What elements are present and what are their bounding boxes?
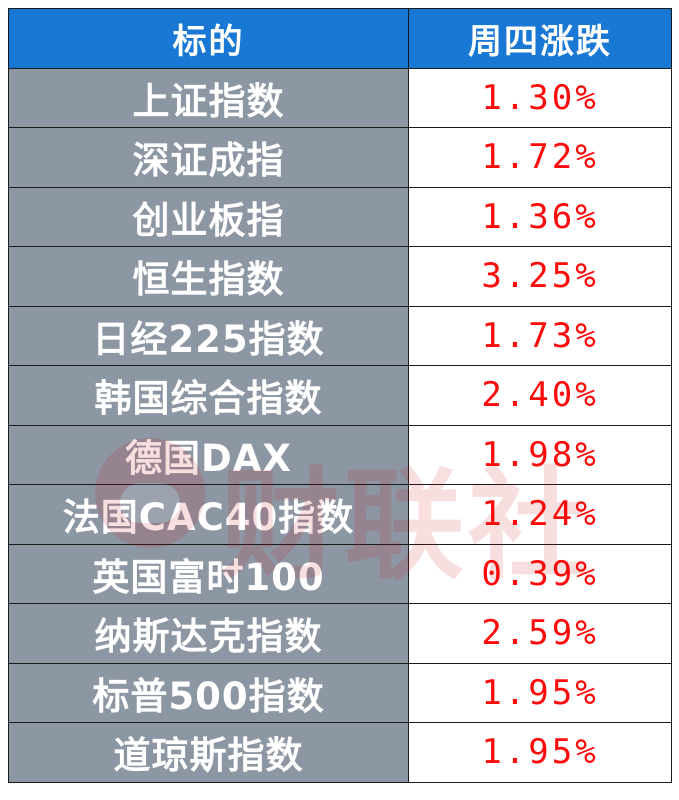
change-value-cell: 2.40% — [408, 365, 672, 426]
index-name-cell: 上证指数 — [8, 67, 409, 128]
change-value-cell: 2.59% — [408, 603, 672, 664]
index-name-cell: 纳斯达克指数 — [8, 603, 409, 664]
table-row: 韩国综合指数 2.40% — [8, 365, 672, 426]
table-row: 德国DAX 1.98% — [8, 424, 672, 485]
index-change-table: 标的 周四涨跌 上证指数 1.30% 深证成指 1.72% 创业板指 1.36% 恒生指数 3… — [8, 8, 672, 783]
change-value-cell: 1.73% — [408, 305, 672, 366]
index-name-cell: 日经225指数 — [8, 305, 409, 366]
header-thursday-change: 周四涨跌 — [408, 8, 672, 69]
table-row: 恒生指数 3.25% — [8, 246, 672, 307]
table-row: 深证成指 1.72% — [8, 127, 672, 188]
index-name-cell: 德国DAX — [8, 424, 409, 485]
table-row: 道琼斯指数 1.95% — [8, 722, 672, 783]
table-row: 纳斯达克指数 2.59% — [8, 603, 672, 664]
index-change-table-container: 标的 周四涨跌 上证指数 1.30% 深证成指 1.72% 创业板指 1.36% 恒生指数 3… — [8, 8, 672, 783]
index-name-cell: 深证成指 — [8, 127, 409, 188]
change-value-cell: 1.36% — [408, 186, 672, 247]
change-value-cell: 3.25% — [408, 246, 672, 307]
change-value-cell: 1.30% — [408, 67, 672, 128]
index-name-cell: 恒生指数 — [8, 246, 409, 307]
change-value-cell: 1.98% — [408, 424, 672, 485]
index-name-cell: 标普500指数 — [8, 662, 409, 723]
index-name-cell: 韩国综合指数 — [8, 365, 409, 426]
index-name-cell: 创业板指 — [8, 186, 409, 247]
table-row: 法国CAC40指数 1.24% — [8, 484, 672, 545]
table-row: 日经225指数 1.73% — [8, 305, 672, 366]
table-header-row: 标的 周四涨跌 — [8, 8, 672, 69]
index-name-cell: 道琼斯指数 — [8, 722, 409, 783]
table-row: 创业板指 1.36% — [8, 186, 672, 247]
change-value-cell: 1.72% — [408, 127, 672, 188]
table-row: 英国富时100 0.39% — [8, 543, 672, 604]
table-row: 标普500指数 1.95% — [8, 662, 672, 723]
change-value-cell: 1.24% — [408, 484, 672, 545]
index-name-cell: 英国富时100 — [8, 543, 409, 604]
change-value-cell: 0.39% — [408, 543, 672, 604]
change-value-cell: 1.95% — [408, 722, 672, 783]
header-index-name: 标的 — [8, 8, 409, 69]
index-name-cell: 法国CAC40指数 — [8, 484, 409, 545]
table-row: 上证指数 1.30% — [8, 67, 672, 128]
change-value-cell: 1.95% — [408, 662, 672, 723]
